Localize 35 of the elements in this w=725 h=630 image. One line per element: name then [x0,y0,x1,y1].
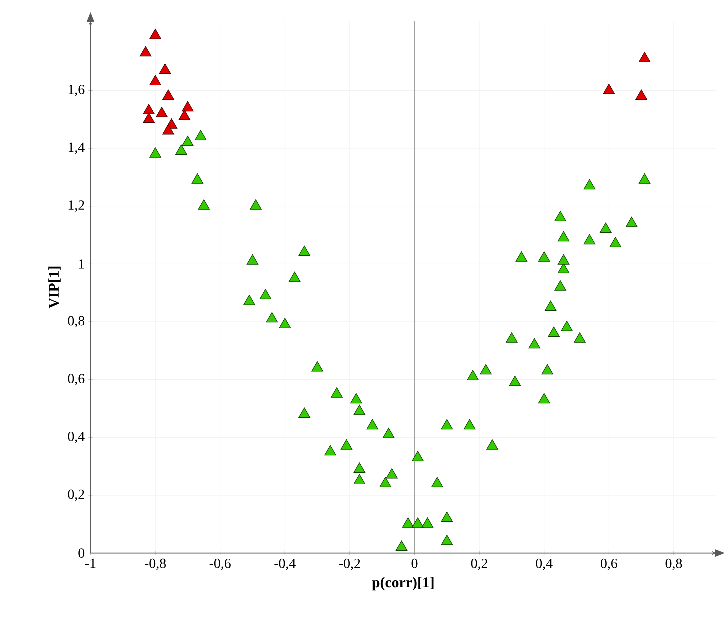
point [140,46,152,57]
x-tick-label: -0,8 [145,558,166,570]
point [636,90,648,100]
point [162,90,174,100]
y-tick-label: 0,8 [68,316,85,328]
x-tick-label: -1 [85,558,96,568]
y-tick-label: 1 [79,260,84,269]
point [603,84,616,94]
point [638,52,651,62]
point [150,28,162,40]
point [178,110,191,120]
point [182,101,194,112]
y-tick-label: 1,6 [68,85,85,96]
point [162,124,174,135]
x-tick-label: 0 [412,558,418,568]
point [143,112,155,124]
x-axis-title: p(corr)[1] [372,577,434,591]
y-tick-label: 0,4 [68,432,85,444]
x-tick-label: 0,4 [536,558,553,570]
y-axis-title: VIP[1] [48,266,61,309]
point [159,64,172,74]
y-tick-label: 0 [78,548,85,558]
x-tick-label: -0,2 [339,558,360,570]
x-tick-label: 0,6 [601,558,618,570]
x-tick-label: -0,4 [274,558,296,570]
x-tick-label: 0,8 [666,558,682,570]
x-tick-label: 0,2 [471,558,488,570]
y-tick-label: 0,6 [68,374,85,386]
y-tick-label: 1,4 [68,142,85,154]
point [150,75,162,86]
y-tick-label: 0,2 [68,490,84,502]
x-tick-label: -0,6 [210,558,231,570]
y-tick-label: 1,2 [68,200,84,212]
point [156,107,168,118]
point [143,104,155,114]
